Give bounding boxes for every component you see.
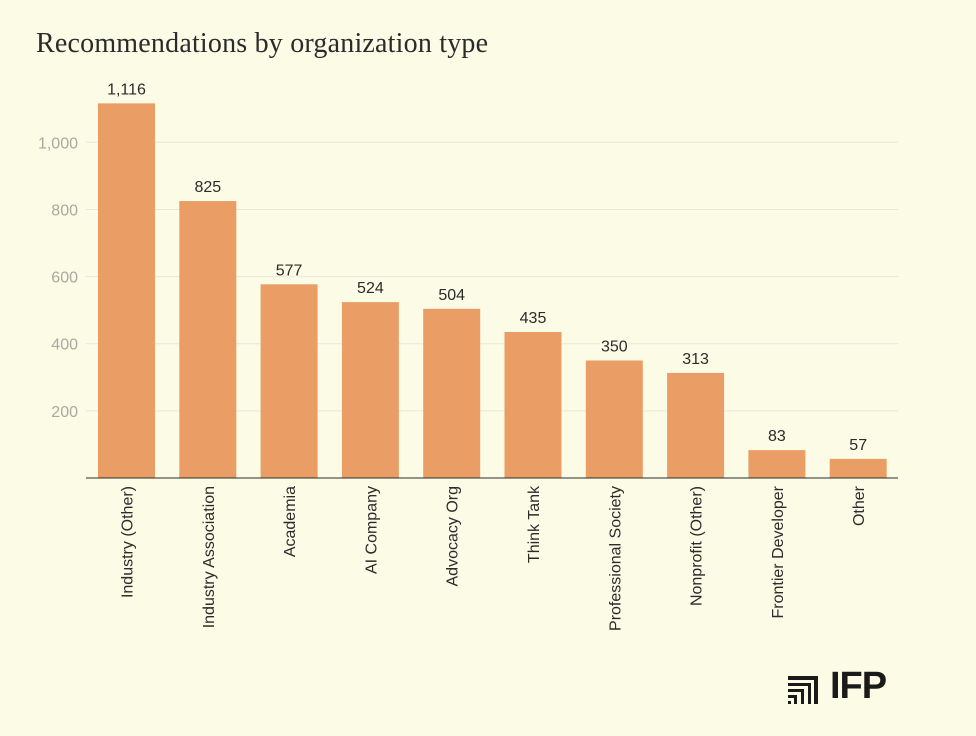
y-tick-label: 200 [51, 404, 78, 421]
x-tick-label: Academia [282, 486, 299, 557]
bar [667, 372, 725, 478]
chart-title: Recommendations by organization type [36, 28, 489, 59]
data-label: 577 [276, 262, 303, 279]
bar [585, 360, 643, 478]
y-axis-ticks: 200 400 600 800 1,000 [38, 135, 78, 421]
data-label: 350 [601, 339, 628, 356]
x-tick-label: Think Tank [526, 485, 543, 563]
data-label: 57 [849, 437, 867, 454]
x-tick-label: AI Company [363, 486, 380, 574]
data-label: 524 [357, 280, 384, 297]
logo-text: IFP [830, 665, 887, 707]
ifp-logo-icon [788, 676, 818, 704]
data-label: 504 [438, 287, 465, 304]
bar [748, 450, 806, 478]
y-tick-label: 800 [51, 202, 78, 219]
bar [260, 284, 318, 478]
x-tick-label: Frontier Developer [770, 485, 787, 618]
x-tick-label: Industry Association [201, 486, 218, 628]
bar [829, 458, 887, 478]
x-tick-label: Industry (Other) [120, 486, 137, 598]
x-tick-label: Advocacy Org [445, 486, 462, 586]
data-label: 825 [194, 179, 221, 196]
x-tick-label: Professional Society [607, 486, 624, 631]
data-label: 313 [682, 351, 709, 368]
bar [504, 331, 562, 478]
data-label: 83 [768, 428, 786, 445]
bar [179, 201, 237, 479]
x-tick-label: Nonprofit (Other) [689, 486, 706, 606]
x-axis-ticks: Industry (Other) Industry Association Acad… [120, 485, 869, 631]
bar [98, 103, 155, 479]
bar [423, 308, 481, 478]
data-label: 1,116 [107, 81, 146, 98]
data-label: 435 [520, 310, 547, 327]
bar [341, 302, 399, 478]
x-tick-label: Other [851, 485, 868, 526]
data-labels: 1,116 825 577 524 504 435 350 313 83 57 [106, 80, 869, 456]
y-tick-label: 1,000 [38, 135, 78, 152]
bars [98, 103, 887, 479]
y-tick-label: 600 [51, 270, 78, 287]
y-tick-label: 400 [51, 337, 78, 354]
